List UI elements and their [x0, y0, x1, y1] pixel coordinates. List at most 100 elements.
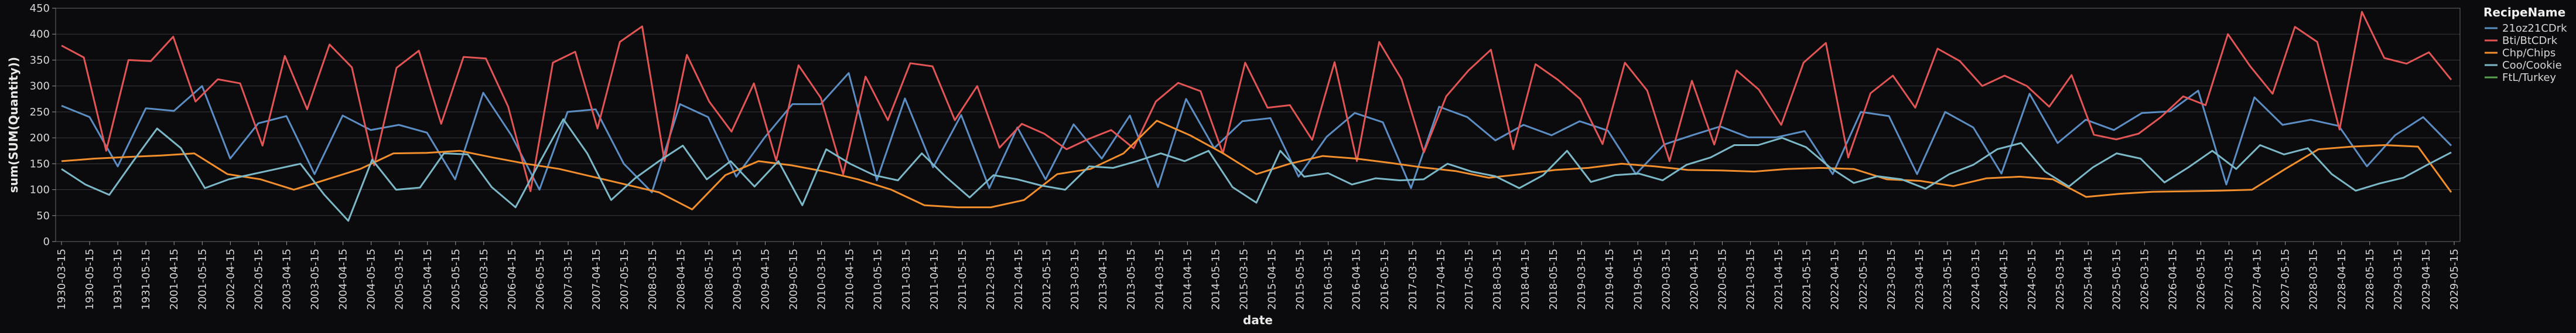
x-tick-label: 2014-05-15 [1210, 249, 1222, 310]
x-tick-label: 2005-03-15 [394, 249, 406, 310]
legend-item-label: FtL/Turkey [2502, 72, 2556, 84]
x-tick-label: 2029-03-15 [2392, 249, 2404, 310]
x-tick-label: 2013-04-15 [1097, 249, 1109, 310]
x-tick-label: 2019-03-15 [1576, 249, 1588, 310]
x-tick-label: 2018-04-15 [1519, 249, 1532, 310]
legend-item-label: 21oz21CDrk [2502, 22, 2567, 35]
x-tick-label: 2010-05-15 [872, 249, 884, 310]
x-tick-label: 2024-03-15 [1970, 249, 1982, 310]
x-tick-label: 2018-05-15 [1547, 249, 1560, 310]
x-tick-label: 2022-04-15 [1829, 249, 1842, 310]
x-tick-label: 2001-04-15 [168, 249, 180, 310]
y-tick-label: 250 [30, 106, 50, 118]
x-tick-label: 2024-04-15 [1998, 249, 2010, 310]
x-tick-label: 2013-03-15 [1069, 249, 1081, 310]
x-tick-label: 2007-03-15 [562, 249, 575, 310]
x-axis: 1930-03-15 1930-05-15 1931-03-15 1931-05-15… [56, 242, 2461, 310]
x-tick-label: 2027-03-15 [2223, 249, 2236, 310]
x-tick-label: 2009-05-15 [788, 249, 800, 310]
x-tick-label: 2020-05-15 [1716, 249, 1728, 310]
legend-title: RecipeName [2483, 5, 2565, 19]
series-line-2 [61, 120, 2452, 210]
y-tick-label: 100 [30, 184, 50, 196]
legend-item-label: Coo/Cookie [2502, 59, 2562, 72]
y-tick-label: 150 [30, 158, 50, 170]
x-tick-label: 2009-03-15 [731, 249, 743, 310]
x-tick-label: 2011-04-15 [928, 249, 941, 310]
x-tick-label: 1931-03-15 [112, 249, 124, 310]
x-tick-label: 1930-03-15 [56, 249, 68, 310]
x-tick-label: 2013-05-15 [1125, 249, 1137, 310]
x-tick-label: 2008-03-15 [647, 249, 659, 310]
x-tick-label: 2017-03-15 [1407, 249, 1419, 310]
legend-item-label: Bti/BtCDrk [2502, 35, 2558, 47]
grid-lines [55, 8, 2461, 242]
x-tick-label: 2021-05-15 [1801, 249, 1813, 310]
x-tick-label: 2023-03-15 [1885, 249, 1898, 310]
x-tick-label: 2026-05-15 [2195, 249, 2207, 310]
x-tick-label: 2029-05-15 [2448, 249, 2461, 310]
x-tick-label: 2017-05-15 [1463, 249, 1475, 310]
x-tick-label: 2016-04-15 [1351, 249, 1363, 310]
x-tick-label: 2020-04-15 [1688, 249, 1700, 310]
x-tick-label: 2002-05-15 [252, 249, 265, 310]
y-tick-label: 400 [30, 28, 50, 40]
x-tick-label: 2003-05-15 [309, 249, 322, 310]
y-axis: 0 50 100 150 200 250 300 350 400 450 [30, 2, 56, 248]
x-tick-label: 2005-04-15 [422, 249, 434, 310]
x-tick-label: 1931-05-15 [140, 249, 152, 310]
x-tick-label: 2026-03-15 [2138, 249, 2151, 310]
x-tick-label: 2019-05-15 [1632, 249, 1644, 310]
x-tick-label: 2012-03-15 [985, 249, 997, 310]
x-tick-label: 2005-05-15 [450, 249, 462, 310]
x-tick-label: 2011-05-15 [956, 249, 969, 310]
x-tick-label: 2020-03-15 [1660, 249, 1672, 310]
x-tick-label: 2007-04-15 [590, 249, 603, 310]
x-tick-label: 2006-03-15 [478, 249, 490, 310]
x-tick-label: 2026-04-15 [2167, 249, 2179, 310]
legend-item-label: Chp/Chips [2502, 47, 2555, 59]
x-tick-label: 2022-05-15 [1857, 249, 1870, 310]
x-tick-label: 2019-04-15 [1604, 249, 1616, 310]
x-tick-label: 2017-04-15 [1435, 249, 1447, 310]
x-tick-label: 2025-04-15 [2082, 249, 2095, 310]
x-tick-label: 2027-04-15 [2252, 249, 2264, 310]
y-axis-title: sum(SUM(Quantity)) [6, 57, 21, 193]
x-tick-label: 2016-05-15 [1379, 249, 1391, 310]
x-tick-label: 2008-05-15 [703, 249, 715, 310]
x-tick-label: 2021-04-15 [1773, 249, 1785, 310]
legend: RecipeName 21oz21CDrkBti/BtCDrkChp/Chips… [2483, 5, 2567, 84]
x-tick-label: 2011-03-15 [900, 249, 913, 310]
x-tick-label: 2012-05-15 [1041, 249, 1053, 310]
x-tick-label: 2010-03-15 [816, 249, 828, 310]
x-tick-label: 2028-05-15 [2364, 249, 2376, 310]
x-tick-label: 2028-03-15 [2308, 249, 2320, 310]
plot-frame [55, 8, 2461, 242]
x-tick-label: 2004-05-15 [365, 249, 378, 310]
x-tick-label: 2006-05-15 [534, 249, 546, 310]
x-tick-label: 2014-03-15 [1153, 249, 1166, 310]
x-tick-label: 2015-04-15 [1266, 249, 1279, 310]
x-tick-label: 2021-03-15 [1745, 249, 1757, 310]
x-tick-label: 2002-04-15 [224, 249, 237, 310]
x-tick-label: 2024-05-15 [2026, 249, 2038, 310]
x-tick-label: 2008-04-15 [675, 249, 687, 310]
x-tick-label: 2009-04-15 [759, 249, 771, 310]
y-tick-label: 350 [30, 54, 50, 66]
series-lines [61, 11, 2452, 222]
x-tick-label: 1930-05-15 [84, 249, 96, 310]
x-tick-label: 2012-04-15 [1013, 249, 1025, 310]
x-tick-label: 2028-04-15 [2336, 249, 2348, 310]
x-tick-label: 2025-03-15 [2054, 249, 2066, 310]
x-tick-label: 2015-05-15 [1294, 249, 1307, 310]
x-tick-label: 2029-04-15 [2420, 249, 2432, 310]
y-tick-label: 50 [36, 210, 50, 222]
x-tick-label: 2010-04-15 [844, 249, 856, 310]
x-tick-label: 2006-04-15 [506, 249, 518, 310]
x-tick-label: 2007-05-15 [619, 249, 631, 310]
x-tick-label: 2023-04-15 [1914, 249, 1926, 310]
y-tick-label: 200 [30, 132, 50, 144]
x-tick-label: 2003-04-15 [281, 249, 293, 310]
x-tick-label: 2015-03-15 [1238, 249, 1250, 310]
